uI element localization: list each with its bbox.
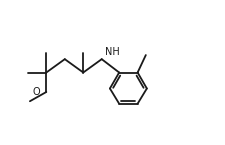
Text: O: O bbox=[32, 87, 40, 97]
Text: NH: NH bbox=[104, 47, 119, 57]
